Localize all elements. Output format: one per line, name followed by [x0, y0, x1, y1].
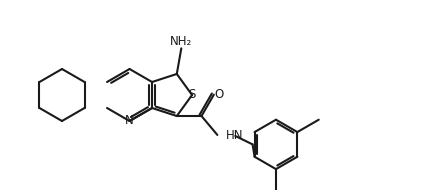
Text: NH₂: NH₂ [170, 35, 193, 48]
Text: HN: HN [226, 129, 244, 142]
Text: N: N [125, 115, 134, 127]
Text: O: O [214, 88, 223, 101]
Text: S: S [188, 89, 196, 101]
